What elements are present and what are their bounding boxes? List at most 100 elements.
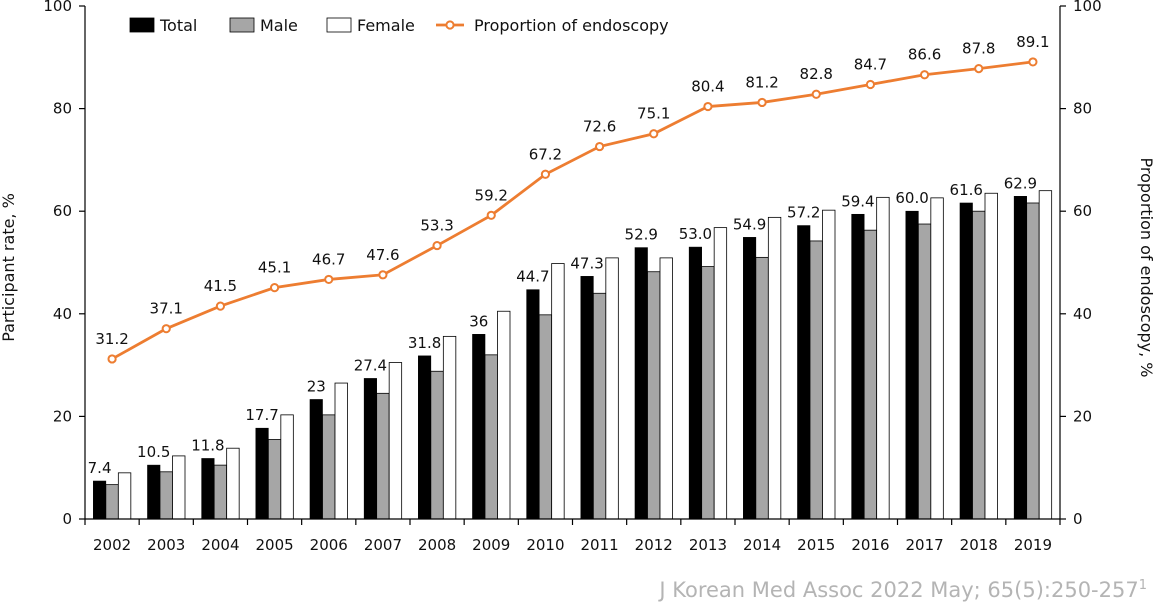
bar-female-2012: [659, 257, 673, 520]
legend-label-proportion-of-endoscopy: Proportion of endoscopy: [474, 16, 669, 35]
line-point-2010: [540, 169, 551, 179]
x-tick-label-2019: 2019: [1014, 536, 1052, 554]
bar-female-2016: [876, 196, 890, 520]
labels-layer: 31.2 37.1 41.5 45.1 46.7 47.6 53.3 59.2 67.2 72.6…: [88, 33, 1050, 477]
bar-total-2019: [1013, 196, 1027, 520]
total-label-2019: 62.9: [1004, 174, 1037, 192]
x-tick-label-2004: 2004: [201, 536, 239, 554]
line-point-2013: [703, 101, 713, 112]
x-tick-label-2009: 2009: [472, 536, 510, 554]
x-tick-label-2018: 2018: [960, 536, 998, 554]
bar-female-2010: [551, 263, 565, 520]
line-point-2006: [324, 274, 334, 285]
bars-layer: [93, 190, 1053, 520]
legend-label-male: Male: [260, 16, 298, 35]
legend-swatch-male: [229, 17, 255, 33]
line-label-2017: 86.6: [908, 46, 941, 64]
bar-female-2008: [442, 335, 457, 520]
bar-total-2016: [851, 213, 865, 520]
y2-axis-title: Proportion of endoscopy, %: [1137, 158, 1155, 378]
legend-label-female: Female: [357, 16, 415, 35]
line-label-2003: 37.1: [150, 300, 183, 318]
total-label-2017: 60.0: [895, 189, 928, 207]
total-label-2006: 23: [307, 377, 326, 395]
bar-total-2005: [255, 427, 269, 520]
total-label-2005: 17.7: [245, 406, 278, 424]
bar-female-2005: [280, 414, 294, 520]
bar-total-2013: [688, 246, 702, 520]
bar-female-2011: [605, 257, 619, 520]
line-point-2018: [974, 63, 984, 74]
bar-total-2012: [634, 247, 648, 520]
bar-total-2003: [147, 464, 161, 520]
y2-tick-label: 0: [1073, 510, 1083, 528]
bar-total-2006: [309, 399, 323, 520]
x-tick-label-2006: 2006: [310, 536, 348, 554]
line-point-2007: [378, 270, 388, 280]
y-tick-label: 20: [53, 407, 72, 425]
total-label-2007: 27.4: [354, 356, 387, 374]
line-label-2007: 47.6: [366, 246, 399, 264]
bar-female-2007: [388, 362, 403, 520]
bar-female-2006: [334, 382, 348, 520]
total-label-2016: 59.4: [841, 192, 874, 210]
line-point-2012: [649, 129, 659, 139]
line-label-2010: 67.2: [529, 145, 562, 163]
line-point-2011: [594, 141, 605, 152]
bar-male-2003: [159, 471, 173, 520]
source-citation: J Korean Med Assoc 2022 May; 65(5):250-2…: [659, 578, 1147, 602]
bar-total-2018: [959, 202, 973, 520]
line-label-2016: 84.7: [854, 55, 887, 73]
legend-swatch-marker: [445, 20, 455, 30]
y-tick-label: 80: [53, 100, 72, 118]
bar-total-2011: [580, 276, 594, 520]
bar-male-2009: [484, 354, 498, 520]
line-label-2006: 46.7: [312, 250, 345, 268]
x-tick-label-2011: 2011: [580, 536, 618, 554]
x-tick-label-2017: 2017: [905, 536, 943, 554]
bar-male-2008: [430, 370, 444, 520]
bar-total-2015: [797, 225, 811, 520]
bar-male-2016: [863, 229, 878, 520]
total-label-2010: 44.7: [516, 268, 549, 286]
line-point-2016: [865, 79, 876, 90]
bar-female-2004: [226, 447, 240, 520]
x-tick-label-2002: 2002: [93, 536, 131, 554]
bar-female-2018: [984, 192, 998, 520]
line-point-2017: [919, 70, 930, 80]
bar-male-2010: [538, 314, 553, 520]
x-tick-label-2015: 2015: [797, 536, 835, 554]
legend-swatch-total: [129, 17, 155, 33]
bar-total-2004: [201, 458, 215, 520]
x-tick-label-2005: 2005: [255, 536, 293, 554]
line-label-2011: 72.6: [583, 118, 616, 136]
total-label-2002: 7.4: [88, 459, 112, 477]
bar-male-2012: [647, 271, 661, 520]
line-label-2019: 89.1: [1016, 33, 1049, 51]
bar-female-2009: [497, 310, 511, 520]
x-tick-label-2010: 2010: [526, 536, 564, 554]
axes-layer: 0 20 40 60 80 100 0 20 40 60 80 100 2002 2003 2004 2005…: [0, 0, 1155, 554]
total-label-2014: 54.9: [733, 215, 766, 233]
total-label-2011: 47.3: [570, 254, 603, 272]
bar-total-2014: [743, 237, 757, 520]
bar-total-2007: [363, 378, 377, 520]
bar-male-2014: [755, 256, 769, 520]
legend: Total Male Female Proportion of endoscopy: [129, 16, 669, 35]
bar-total-2008: [418, 355, 432, 520]
legend-label-total: Total: [159, 16, 197, 35]
line-point-2019: [1028, 57, 1038, 67]
total-label-2018: 61.6: [950, 181, 983, 199]
total-label-2013: 53.0: [679, 225, 712, 243]
line-point-2008: [432, 240, 442, 251]
y-tick-label: 60: [53, 202, 72, 220]
source-superscript: 1: [1138, 578, 1147, 593]
bar-male-2004: [213, 464, 228, 520]
bar-male-2019: [1026, 202, 1040, 520]
y-axis-title: Participant rate, %: [0, 193, 18, 342]
line-point-2002: [107, 354, 117, 364]
bar-male-2018: [972, 210, 986, 520]
line-point-2005: [269, 283, 280, 293]
line-point-2004: [215, 301, 226, 311]
bar-male-2013: [701, 266, 715, 520]
